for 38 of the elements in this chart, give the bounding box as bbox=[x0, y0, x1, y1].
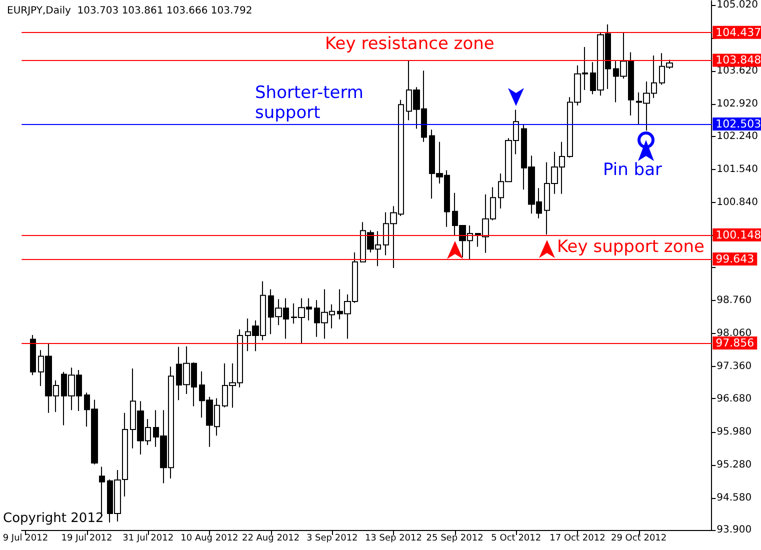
y-tick-label: 98.060 bbox=[716, 328, 752, 340]
y-tick-label: 101.540 bbox=[716, 164, 758, 175]
x-tick-label: 25 Sep 2012 bbox=[426, 534, 484, 544]
y-tick-label: 105.020 bbox=[716, 0, 758, 10]
x-tick-label: 13 Sep 2012 bbox=[364, 534, 422, 544]
y-tick-label: 96.680 bbox=[716, 393, 752, 404]
x-tick-label: 22 Aug 2012 bbox=[242, 534, 300, 544]
y-tick-label: 103.620 bbox=[716, 66, 758, 77]
text: EURJPY,Daily 103.703 103.861 103.666 103.792 bbox=[7, 6, 252, 16]
x-tick-label: 31 Jul 2012 bbox=[122, 534, 174, 544]
y-tick-label: 94.580 bbox=[716, 492, 752, 504]
y-tick-label: 93.900 bbox=[716, 524, 752, 536]
x-tick-label: 5 Oct 2012 bbox=[491, 534, 542, 544]
ref-line-label: 100.148 bbox=[716, 228, 761, 242]
ref-line-label: 102.503 bbox=[716, 117, 761, 130]
ref-line-label: 99.643 bbox=[716, 252, 754, 266]
y-tick-label: 98.760 bbox=[716, 295, 752, 306]
x-tick-label: 19 Jul 2012 bbox=[61, 534, 112, 544]
x-tick-label: 3 Sep 2012 bbox=[306, 534, 358, 544]
annotation: Pin bar bbox=[603, 160, 662, 180]
x-tick-label: 29 Oct 2012 bbox=[610, 534, 667, 544]
ref-line-label: 97.856 bbox=[716, 336, 754, 350]
y-tick-label: 102.920 bbox=[716, 98, 758, 110]
ref-line-label: 104.437 bbox=[716, 26, 761, 39]
ref-line-label: 103.848 bbox=[716, 54, 761, 67]
y-tick-label: 95.980 bbox=[716, 426, 752, 438]
y-tick-label: 97.360 bbox=[716, 361, 752, 372]
y-tick-label: 95.280 bbox=[716, 459, 752, 470]
annotation: Copyright 2012 bbox=[3, 511, 104, 526]
x-tick-label: 9 Jul 2012 bbox=[2, 534, 48, 544]
candlestick bbox=[30, 334, 36, 376]
annotation: Key support zone bbox=[557, 237, 704, 257]
annotation: Shorter-term support bbox=[255, 83, 364, 123]
y-tick-label: 102.240 bbox=[716, 130, 758, 142]
y-tick-label: 100.840 bbox=[716, 196, 758, 208]
annotation: Key resistance zone bbox=[325, 34, 494, 54]
x-tick-label: 10 Aug 2012 bbox=[180, 534, 238, 544]
x-tick-label: 17 Oct 2012 bbox=[550, 534, 606, 544]
